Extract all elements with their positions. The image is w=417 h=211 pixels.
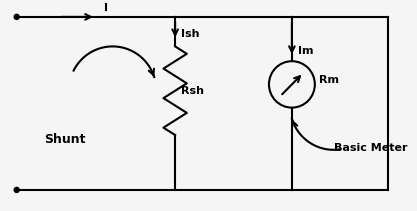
Text: Rsh: Rsh bbox=[181, 86, 204, 96]
Text: Shunt: Shunt bbox=[44, 133, 85, 146]
Text: Ish: Ish bbox=[181, 29, 200, 39]
Text: Basic Meter: Basic Meter bbox=[334, 143, 408, 153]
Circle shape bbox=[14, 14, 19, 19]
Text: Im: Im bbox=[298, 46, 314, 56]
Circle shape bbox=[14, 187, 19, 192]
Text: Rm: Rm bbox=[319, 75, 339, 85]
Text: I: I bbox=[104, 3, 108, 13]
